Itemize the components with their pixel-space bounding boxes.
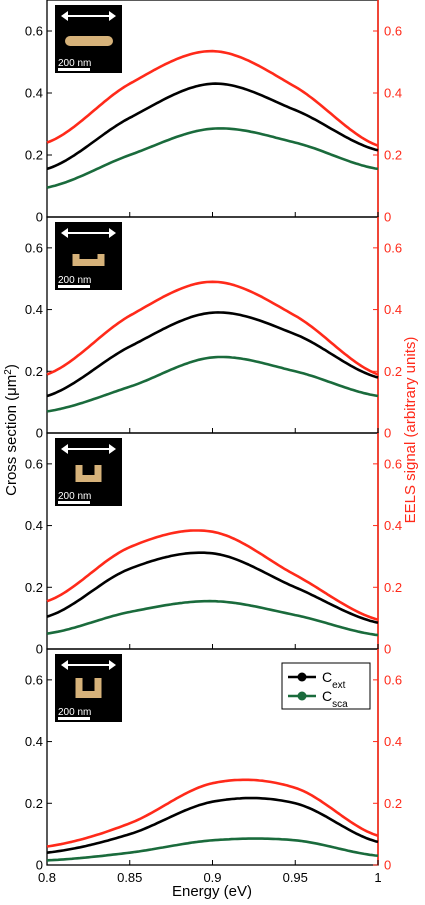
series-line-ext [46,311,379,398]
arrow-head-right [109,11,116,21]
y-tick-label-right: 0 [384,858,391,873]
series-line-ext [46,551,379,625]
y-tick-label-left: 0.4 [25,734,43,749]
scale-bar-label: 200 nm [58,275,91,286]
y-tick-label-right: 0.2 [384,148,402,163]
x-tick-label: 0.8 [38,870,56,885]
inset-micrograph: 200 nm [55,654,122,722]
y-tick-label-right: 0.6 [384,240,402,255]
series-line-eels [46,529,379,621]
x-tick-label: 0.9 [203,870,221,885]
y-tick-label-left: 0.2 [25,148,43,163]
y-tick-label-left: 0.6 [25,456,43,471]
y-tick-label-right: 0.4 [384,86,402,101]
y-tick-label-right: 0 [384,642,391,657]
legend-marker-ext [297,672,307,682]
scale-bar [58,285,90,288]
y-tick-label-right: 0 [384,210,391,225]
inset-micrograph: 200 nm [55,5,122,73]
scale-bar-label: 200 nm [58,707,91,718]
scale-bar [58,501,90,504]
split-ring-shape [72,254,105,266]
y-tick-label-right: 0.6 [384,672,402,687]
series-line-eels [46,49,379,147]
legend-label-ext: Cext [322,669,346,691]
x-tick-label: 0.95 [283,870,308,885]
y-tick-label-left: 0.4 [25,86,43,101]
y-label-left-end: ) [3,364,20,369]
x-tick-label: 1 [374,870,381,885]
series-line-eels [46,280,379,376]
panel-4: 0 0.2 0.4 0.6 0 0.2 0.4 0.6 0.8 0.85 0.9 0.95 1 200 n… [25,648,402,885]
series-line-sca [46,599,379,637]
y-tick-label-left: 0.4 [25,518,43,533]
arrow-head-left [61,444,68,454]
y-tick-label-right: 0.2 [384,580,402,595]
y-tick-label-right: 0.4 [384,518,402,533]
series-line-eels [46,778,379,848]
series-line-sca [46,837,379,862]
arrow-head-right [109,660,116,670]
y-tick-label-left: 0.6 [25,672,43,687]
y-tick-label-right: 0.4 [384,302,402,317]
y-axis-label-left: Cross section (μm2) [3,364,21,496]
scale-bar-label: 200 nm [58,491,91,502]
scale-bar [58,68,90,71]
y-tick-label-left: 0 [36,210,43,225]
y-tick-label-left: 0.2 [25,580,43,595]
inset-micrograph: 200 nm [55,222,122,290]
split-ring-shape [75,465,102,482]
y-tick-label-left: 0 [36,426,43,441]
nanorod-shape [65,36,113,46]
y-tick-label-right: 0.2 [384,364,402,379]
series-line-sca [46,355,379,413]
panels: 0 0.2 0.4 0.6 0 0.2 0.4 0.6 200 nm 0 0.2 0.4 0.6 0 0.2… [25,0,402,885]
y-tick-label-right: 0.6 [384,24,402,39]
scale-bar [58,717,90,720]
y-tick-label-left: 0 [36,642,43,657]
y-label-left-text: Cross section (μm [3,375,20,496]
y-tick-label-left: 0 [36,858,43,873]
scale-bar-label: 200 nm [58,58,91,69]
split-ring-shape [75,678,102,698]
arrow-head-right [109,228,116,238]
arrow-head-right [109,444,116,454]
panel-3: 0 0.2 0.4 0.6 0 0.2 0.4 0.6 200 nm [25,432,402,657]
y-label-left-sup: 2 [3,369,14,375]
legend-label-sca: Csca [322,688,348,710]
panel-2: 0 0.2 0.4 0.6 0 0.2 0.4 0.6 200 nm [25,216,402,441]
y-tick-label-right: 0.4 [384,734,402,749]
panel-1: 0 0.2 0.4 0.6 0 0.2 0.4 0.6 200 nm [25,0,402,225]
y-tick-label-right: 0.6 [384,456,402,471]
y-tick-label-left: 0.6 [25,240,43,255]
x-tick-label: 0.85 [117,870,142,885]
arrow-head-left [61,11,68,21]
y-tick-label-left: 0.4 [25,302,43,317]
y-axis-label-right: EELS signal (arbitrary units) [402,337,419,524]
series-line-ext [46,82,379,171]
y-tick-label-right: 0.2 [384,796,402,811]
series-line-ext [46,796,379,854]
legend-marker-sca [297,691,307,701]
y-tick-label-right: 0 [384,426,391,441]
arrow-head-left [61,660,68,670]
series-line-sca [46,127,379,189]
y-tick-label-left: 0.6 [25,24,43,39]
inset-micrograph: 200 nm [55,438,122,506]
y-tick-label-left: 0.2 [25,796,43,811]
y-tick-label-left: 0.2 [25,364,43,379]
legend-box [281,662,371,710]
arrow-head-left [61,228,68,238]
x-axis-label: Energy (eV) [172,883,252,900]
